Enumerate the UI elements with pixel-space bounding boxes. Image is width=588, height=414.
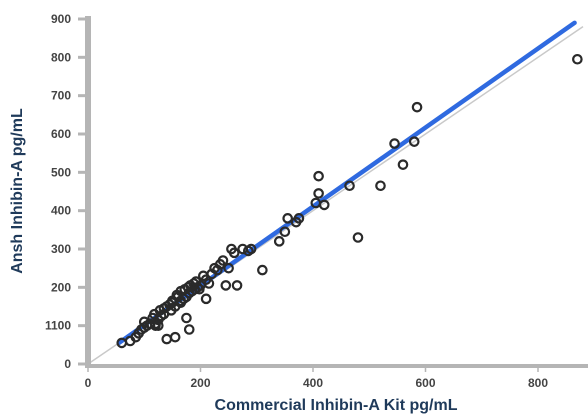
data-point [228, 247, 240, 259]
y-tick-label: 400 [51, 204, 71, 218]
x-ticks-layer: 0 200 400 600 800 [85, 366, 548, 390]
x-axis-title: Commercial Inhibin-A Kit pg/mL [215, 397, 458, 414]
data-point [181, 312, 192, 324]
data-point [411, 101, 423, 113]
data-point [183, 324, 195, 335]
y-tick-label: 0 [64, 357, 71, 371]
data-point [257, 264, 268, 276]
y-tick-label: 900 [51, 12, 71, 26]
y-tick-label: 700 [51, 89, 71, 103]
x-tick-label: 0 [85, 376, 92, 390]
y-ticks-layer: 0 1100 200 300 400 500 600 700 800 900 [45, 12, 88, 371]
x-tick-label: 800 [528, 376, 548, 390]
data-point [282, 213, 293, 224]
axes-layer [85, 16, 588, 368]
data-point [223, 262, 234, 274]
data-points-layer [116, 53, 583, 349]
data-point [245, 243, 257, 255]
data-point [212, 264, 223, 276]
y-tick-label: 200 [51, 280, 71, 294]
y-tick-label: 500 [51, 165, 71, 179]
data-point [273, 236, 285, 247]
data-point [203, 278, 215, 289]
data-point [231, 280, 243, 291]
data-point [313, 170, 324, 182]
x-tick-label: 600 [415, 376, 435, 390]
data-point [572, 53, 583, 65]
data-point [138, 316, 150, 328]
y-tick-label: 600 [51, 127, 71, 141]
data-point [313, 188, 324, 199]
data-point [169, 331, 181, 343]
data-point [408, 136, 420, 147]
data-point [293, 213, 305, 224]
data-point [397, 159, 409, 170]
y-axis-title: Ansh Inhibin-A pg/mL [9, 108, 26, 274]
data-point [200, 293, 212, 305]
x-tick-label: 200 [190, 376, 210, 390]
data-point [194, 283, 205, 295]
data-point [175, 295, 187, 307]
data-point [318, 199, 330, 211]
data-point [352, 232, 364, 243]
data-point [220, 280, 232, 291]
data-point [344, 180, 355, 192]
data-point [161, 333, 173, 345]
data-point [375, 180, 386, 192]
y-tick-label: 1100 [45, 319, 71, 333]
data-point [279, 226, 291, 238]
y-tick-label: 800 [51, 50, 71, 64]
data-point [153, 320, 164, 331]
y-tick-label: 300 [51, 242, 71, 256]
data-point [389, 138, 400, 149]
data-point [217, 255, 229, 266]
x-tick-label: 400 [303, 376, 323, 390]
